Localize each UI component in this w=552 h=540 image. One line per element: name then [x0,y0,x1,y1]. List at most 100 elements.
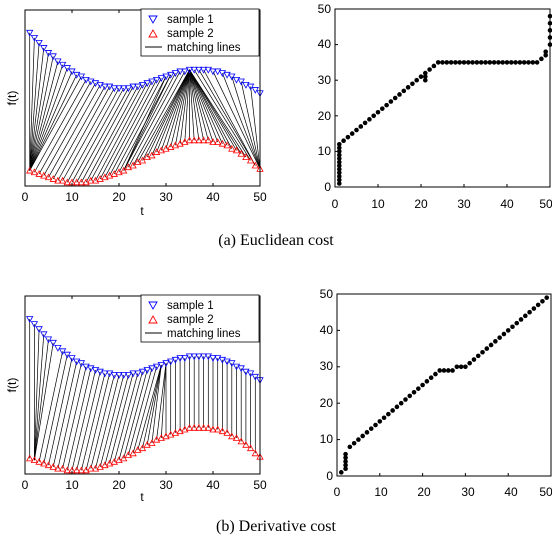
matching-line [128,71,181,168]
sample-1-point [171,356,180,364]
warping-path-point [475,353,481,359]
sample-2-point [105,459,114,467]
warping-path-point [337,152,342,158]
ytick-label: 20 [318,109,332,123]
matching-line [57,363,82,469]
warping-path-point [337,177,342,183]
legend-label-matching-lines: matching lines [167,328,241,340]
warping-path-point [457,60,463,65]
xtick-label: 50 [253,190,267,204]
matching-line [189,69,242,154]
ytick-label: 40 [320,323,334,337]
sample-1-point [167,71,175,79]
sample-1-point [77,73,86,81]
warping-path-point [427,67,432,72]
x-axis-label: t [140,490,144,504]
matching-line [29,61,59,171]
matching-line [66,368,92,471]
sample-2-point [251,161,259,169]
sample-1-point [242,368,250,376]
warping-path-point [463,364,468,370]
sample-2-point [204,136,212,144]
sample-2-point [35,457,43,465]
sample-1-point [44,336,53,344]
legend-box [140,8,260,57]
sample-2-point [218,427,227,435]
panel-b-sample-2-markers [26,423,264,474]
sample-2-point [115,168,123,176]
warping-path-point [337,181,342,186]
sample-2-point [152,435,161,443]
warping-path-point [514,320,520,326]
warping-path-point [343,466,348,472]
sample-2-point [190,423,198,431]
warping-path-point [437,368,443,373]
matching-line [76,88,129,183]
warping-path-point [390,408,395,413]
matching-line [29,56,54,171]
warping-path-point [428,375,434,381]
sample-2-point [63,178,71,186]
xtick-label: 0 [22,190,29,204]
sample-1-point [40,45,48,52]
sample-2-point [171,141,180,149]
sample-1-point [110,85,118,93]
sample-1-point [242,81,250,89]
sample-2-point [73,178,81,186]
panel-b-sample-1-markers [26,316,264,385]
ytick-label: 0 [326,469,333,483]
matching-line [38,351,63,462]
sample-2-point [105,171,114,179]
matching-line [29,71,73,171]
warping-path-point [343,451,348,457]
y-axis-label: f(t) [5,378,19,393]
sample-2-point [176,139,184,147]
warping-path-point [411,389,417,395]
matching-line [81,86,134,183]
warping-path-point [337,174,342,179]
legend-label-sample-1: sample 1 [167,14,214,26]
sample-2-point [162,144,170,152]
warping-path-point [403,397,408,402]
ytick-label: 50 [320,287,334,301]
panel-b-left-xtick-labels: 0 10 20 30 40 50 [22,478,267,492]
matching-line [95,83,148,181]
warping-path-point [337,163,342,168]
sample-2-point [190,136,198,144]
matching-line [165,69,190,149]
sample-1-point [58,348,67,356]
sample-2-point [96,175,104,182]
warping-path-point [441,368,447,373]
warping-path-point [531,306,537,311]
warping-path-point [343,462,348,468]
sample-1-point [129,370,137,378]
warping-path-point [488,342,494,348]
warping-path-point [394,404,400,410]
sample-1-point [162,360,170,368]
matching-line [212,71,261,170]
sample-1-point [185,353,194,361]
warping-path-point [513,60,518,65]
sample-2-point [138,444,147,452]
matching-line [189,69,214,143]
sample-1-point [204,66,212,74]
sample-1-point [124,372,133,379]
matching-line [156,69,190,153]
sample-2-point [101,173,109,181]
warping-path-point [461,60,467,65]
warping-path-point [535,302,541,308]
sample-2-point [30,456,39,463]
warping-path-point [358,124,364,129]
panel-b-matching-lines [29,319,256,471]
matching-line [123,76,167,171]
sample-2-point [26,454,34,462]
sample-1-point [124,85,133,93]
matching-line [189,69,219,143]
sample-1-point [218,70,227,77]
xtick-label: 30 [461,485,475,499]
sample-1-point [190,353,198,361]
matching-line [90,84,143,181]
ytick-label: 30 [320,359,334,373]
panel-b-warping-path-points [338,295,550,475]
panel-a-right-axes-box [334,8,551,188]
